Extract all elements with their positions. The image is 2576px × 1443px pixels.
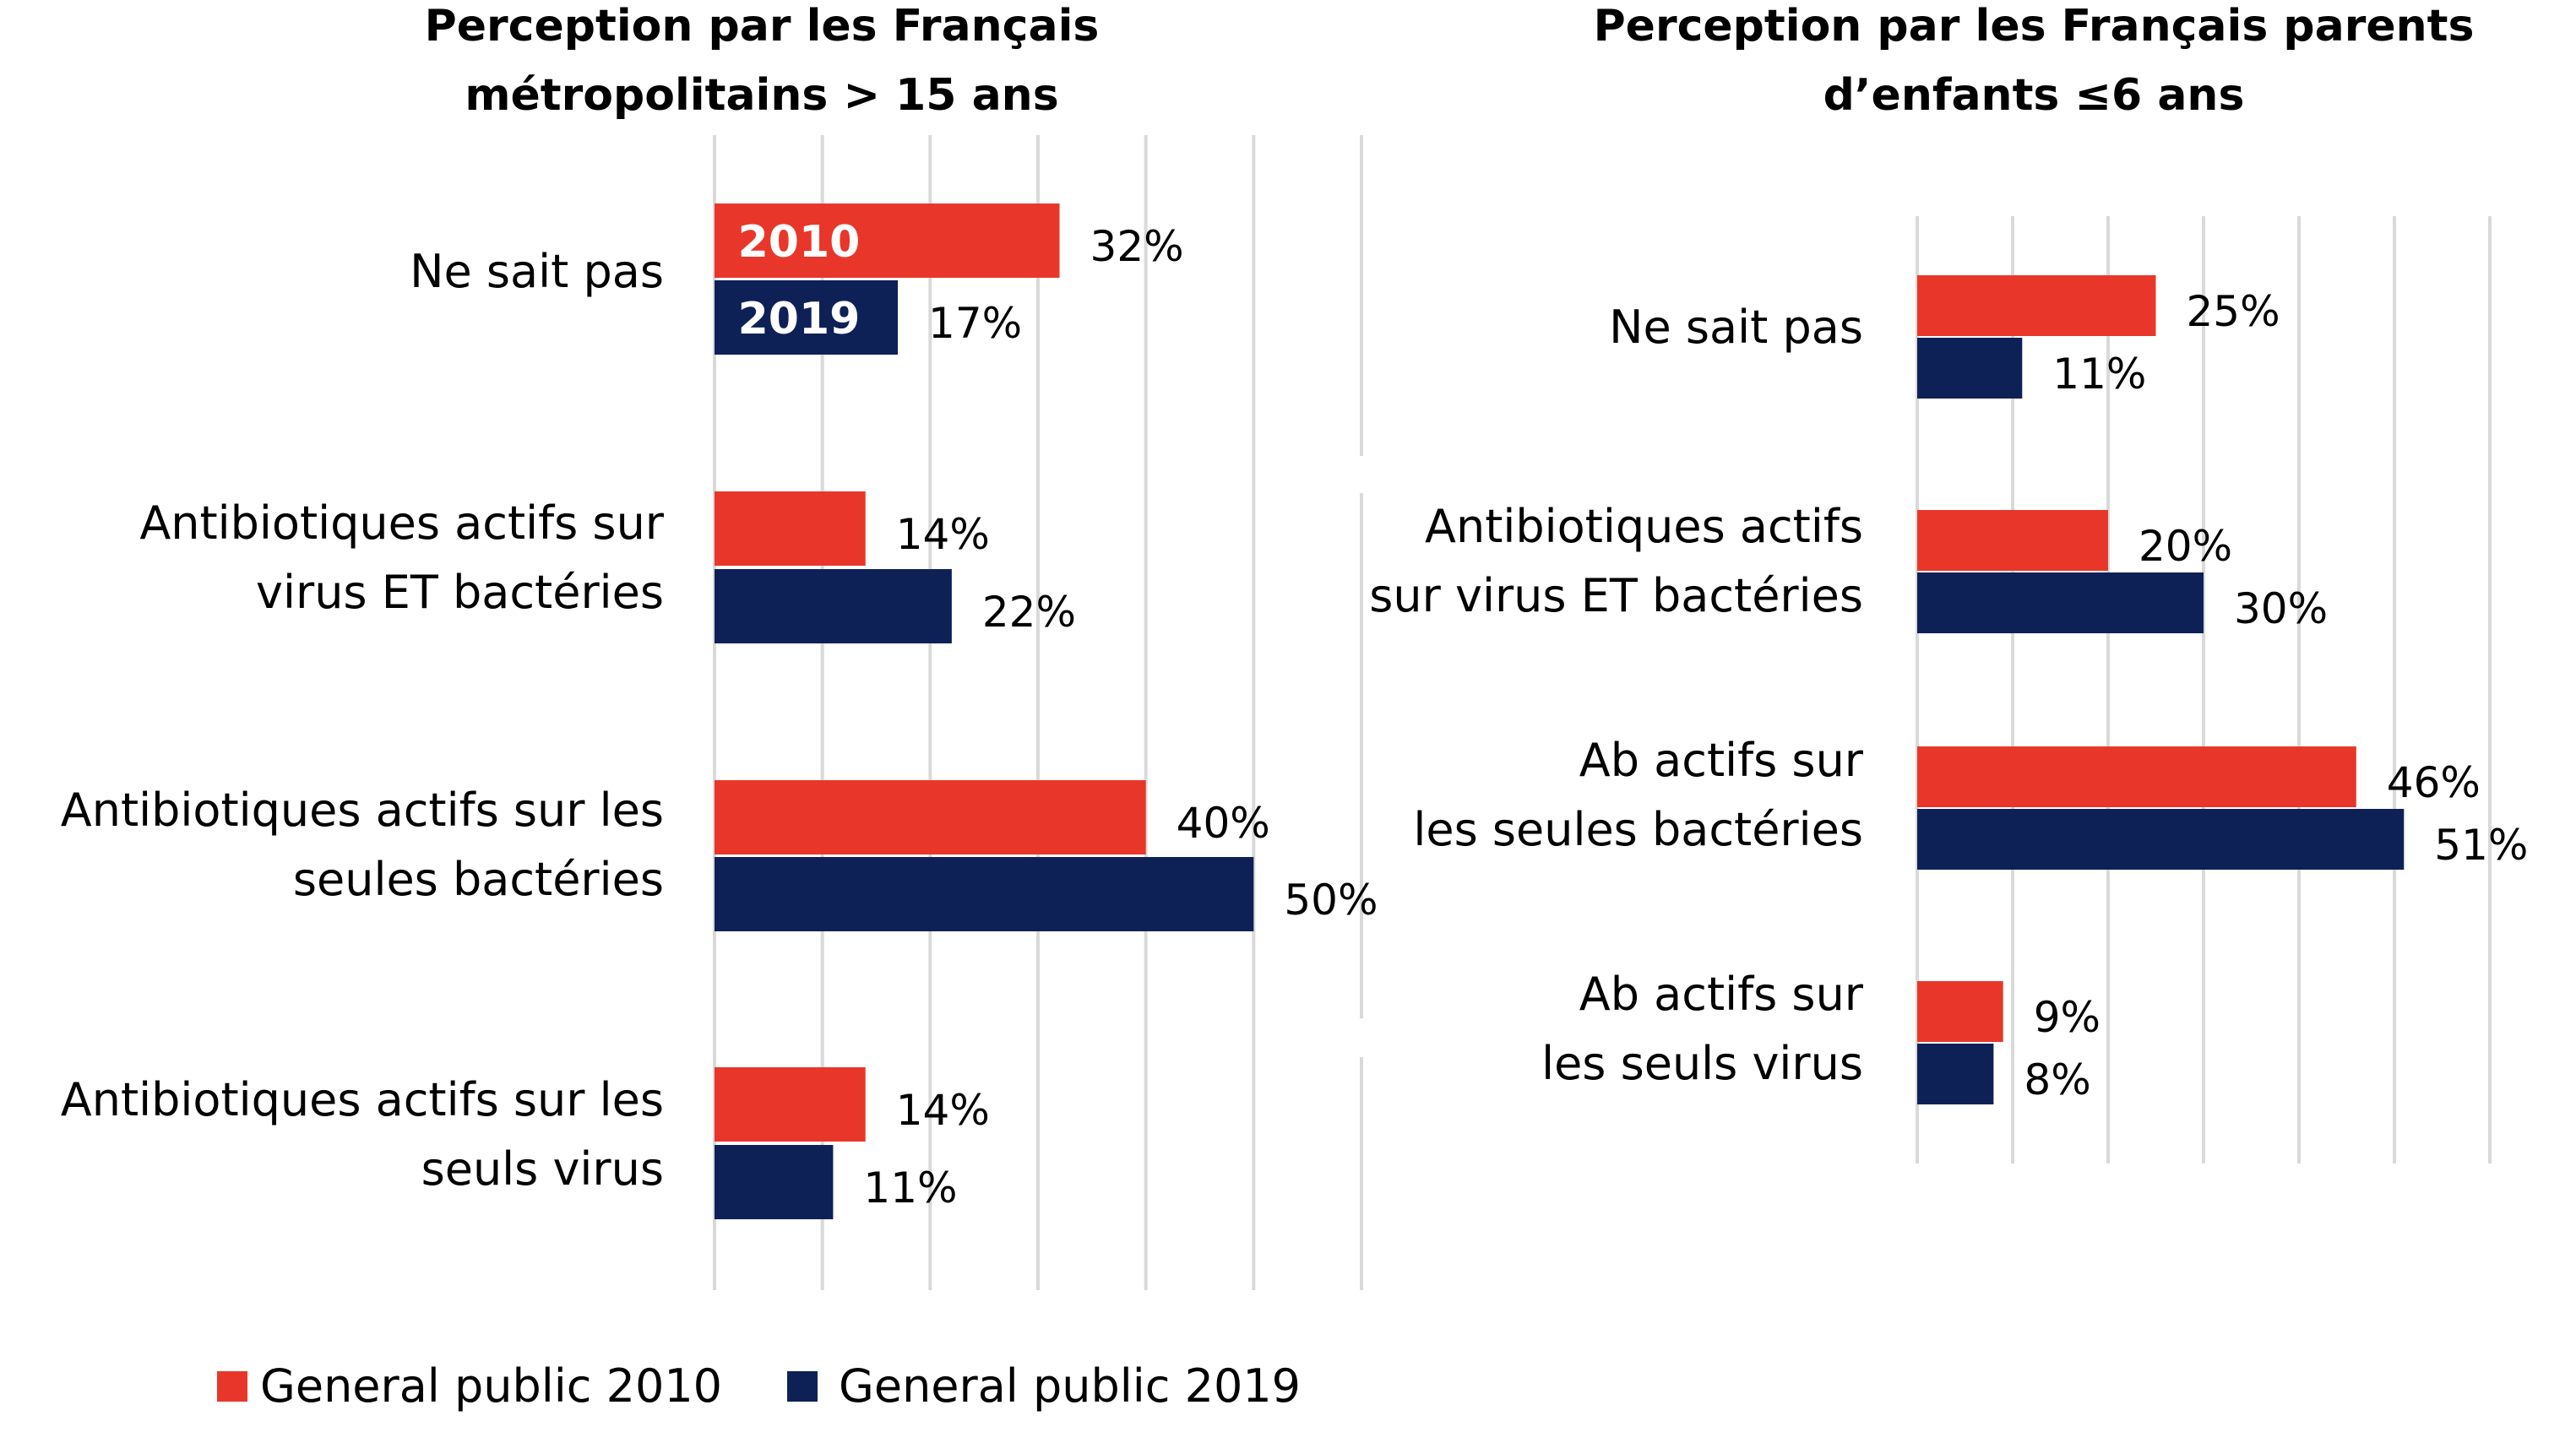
data-label: 32%: [1090, 222, 1184, 271]
data-label: 11%: [863, 1164, 957, 1212]
data-label: 50%: [1284, 876, 1378, 925]
bar-2019: [715, 569, 952, 643]
chart-title: Perception par les Français: [425, 1, 1100, 52]
category-label: les seules bactéries: [1413, 803, 1863, 856]
bar-2010: [1917, 275, 2156, 336]
data-label: 8%: [2024, 1055, 2090, 1104]
data-label: 11%: [2052, 350, 2146, 399]
legend-label: General public 2010: [260, 1359, 722, 1413]
chart-title: Perception par les Français parents: [1594, 1, 2475, 52]
category-label: Antibiotiques actifs sur les: [61, 784, 664, 837]
bar-2019: [715, 1145, 834, 1219]
bar-2019: [715, 857, 1254, 931]
data-label: 20%: [2139, 522, 2232, 571]
category-label: Ne sait pas: [410, 245, 664, 298]
bar-2019: [1917, 572, 2204, 633]
bar-2019: [1917, 338, 2023, 399]
category-label: les seuls virus: [1541, 1037, 1863, 1090]
data-label: 17%: [928, 299, 1022, 348]
bar-2010: [715, 1067, 866, 1142]
in-bar-year-label: 2019: [738, 294, 861, 344]
category-label: Ab actifs sur: [1579, 968, 1864, 1021]
bar-2010: [1917, 981, 2003, 1042]
chart-title: d’enfants ≤6 ans: [1823, 70, 2245, 121]
bar-2010: [715, 780, 1146, 854]
category-label: Antibiotiques actifs: [1425, 500, 1863, 553]
category-label: Ab actifs sur: [1579, 734, 1864, 787]
data-label: 51%: [2434, 821, 2528, 870]
data-label: 14%: [896, 510, 990, 559]
data-label: 25%: [2187, 287, 2280, 336]
bar-2010: [1917, 746, 2356, 807]
category-label: seules bactéries: [293, 853, 664, 906]
legend-swatch: [787, 1371, 818, 1402]
bar-2010: [715, 491, 866, 566]
bar-2010: [1917, 510, 2108, 571]
category-label: seuls virus: [421, 1142, 664, 1196]
data-label: 30%: [2234, 584, 2328, 633]
category-label: Antibiotiques actifs sur: [139, 496, 664, 550]
legend-swatch: [217, 1371, 247, 1402]
in-bar-year-label: 2010: [738, 217, 861, 268]
bar-2010: [715, 203, 1060, 278]
category-label: Ne sait pas: [1609, 301, 1863, 354]
bar-2019: [1917, 1044, 1994, 1104]
legend-label: General public 2019: [839, 1359, 1301, 1413]
data-label: 22%: [982, 588, 1076, 637]
bar-2019: [1917, 809, 2405, 870]
category-label: Antibiotiques actifs sur les: [61, 1073, 664, 1126]
data-label: 40%: [1177, 799, 1270, 848]
data-label: 46%: [2387, 758, 2481, 807]
chart-title: métropolitains > 15 ans: [465, 70, 1058, 121]
data-label: 14%: [896, 1086, 990, 1135]
data-label: 9%: [2034, 993, 2100, 1042]
category-label: virus ET bactéries: [256, 566, 664, 619]
bar-2019: [715, 280, 899, 355]
category-label: sur virus ET bactéries: [1369, 569, 1863, 622]
